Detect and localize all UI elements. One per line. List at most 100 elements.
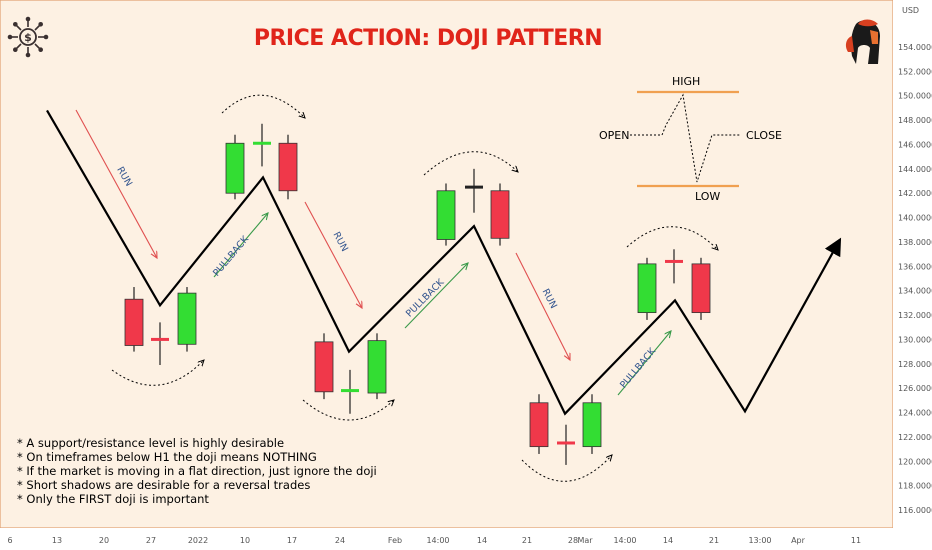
doji-group <box>436 168 510 246</box>
currency-label: USD <box>902 6 919 15</box>
x-tick-label: 6 <box>7 536 12 545</box>
dotted-arc-arrow <box>221 94 305 118</box>
y-tick-label: 152.000000 <box>898 67 932 76</box>
x-tick-label: 24 <box>335 536 345 545</box>
doji-candle <box>341 389 359 393</box>
time-axis[interactable]: 6 13 20 27 2022 10 17 24 Feb 14:00 14 21 28 Mar 14:00 1… <box>7 536 861 545</box>
y-tick-label: 120.000000 <box>898 457 932 466</box>
y-tick-label: 148.000000 <box>898 116 932 125</box>
price-path <box>46 109 842 416</box>
dotted-arc-arrow <box>302 400 394 421</box>
chart-title: PRICE ACTION: DOJI PATTERN <box>254 26 602 51</box>
y-tick-label: 154.000000 <box>898 43 932 52</box>
bear-candle <box>124 298 144 346</box>
doji-group <box>529 394 602 465</box>
bear-candle <box>314 341 334 393</box>
bull-candle <box>177 292 197 345</box>
x-tick-label: 11 <box>851 536 861 545</box>
bull-candle <box>436 190 456 240</box>
note-line: * A support/resistance level is highly d… <box>17 436 284 450</box>
y-tick-label: 150.000000 <box>898 92 932 101</box>
spartan-helmet-icon <box>845 19 880 64</box>
bull-candle <box>367 340 387 394</box>
y-tick-label: 124.000000 <box>898 409 932 418</box>
y-tick-label: 146.000000 <box>898 140 932 149</box>
y-tick-label: 138.000000 <box>898 238 932 247</box>
legend-open-label: OPEN <box>599 129 629 142</box>
price-path-line <box>46 109 842 416</box>
y-tick-label: 122.000000 <box>898 433 932 442</box>
bear-candle <box>490 190 510 239</box>
legend-close-label: CLOSE <box>746 129 782 142</box>
dotted-arcs <box>111 94 718 482</box>
pullback-arrow <box>213 213 268 278</box>
note-line: * Only the FIRST doji is important <box>17 492 209 506</box>
doji-candle <box>665 259 683 263</box>
x-tick-label: 20 <box>99 536 109 545</box>
run-arrow <box>75 109 157 258</box>
x-tick-label: 14:00 <box>613 536 636 545</box>
bull-candle <box>225 142 245 194</box>
dotted-arc-arrow <box>521 455 612 482</box>
x-tick-label: 10 <box>240 536 250 545</box>
x-tick-label: Feb <box>388 536 402 545</box>
note-line: * If the market is moving in a flat dire… <box>17 464 377 478</box>
x-tick-label: 28 <box>568 536 578 545</box>
y-tick-label: 118.000000 <box>898 482 932 491</box>
x-tick-label: 21 <box>709 536 719 545</box>
x-tick-label: 14 <box>477 536 487 545</box>
x-tick-label: 13:00 <box>748 536 771 545</box>
dotted-arc-arrow <box>423 151 518 176</box>
doji-candle <box>465 185 483 189</box>
legend-high-label: HIGH <box>672 75 700 88</box>
time-axis-background <box>0 528 893 550</box>
doji-group <box>314 333 387 414</box>
legend-low-label: LOW <box>695 190 720 203</box>
pullback-arrow <box>617 331 671 396</box>
x-tick-label: 17 <box>287 536 297 545</box>
svg-text:$: $ <box>24 31 32 44</box>
pullback-arrow <box>404 263 468 329</box>
bull-candle <box>637 263 657 314</box>
x-tick-label: 14:00 <box>426 536 449 545</box>
y-tick-label: 132.000000 <box>898 311 932 320</box>
x-tick-label: 14 <box>663 536 673 545</box>
x-tick-label: Mar <box>577 536 593 545</box>
bear-candle <box>529 402 549 448</box>
y-tick-label: 116.000000 <box>898 506 932 515</box>
bear-candle <box>278 142 298 192</box>
bull-candle <box>582 402 602 448</box>
x-tick-label: 13 <box>52 536 62 545</box>
x-tick-label: 27 <box>146 536 156 545</box>
doji-group <box>637 249 711 320</box>
y-tick-label: 128.000000 <box>898 360 932 369</box>
doji-group <box>225 123 298 200</box>
notes-block: * A support/resistance level is highly d… <box>17 436 377 506</box>
y-tick-label: 144.000000 <box>898 165 932 174</box>
dotted-arc-arrow <box>111 360 204 386</box>
doji-candle <box>151 337 169 341</box>
y-tick-label: 126.000000 <box>898 384 932 393</box>
run-arrow <box>515 252 570 360</box>
doji-structure-legend: HIGH LOW OPEN CLOSE <box>599 75 782 203</box>
doji-candle-groups <box>124 123 711 465</box>
doji-candle <box>253 141 271 145</box>
y-tick-label: 130.000000 <box>898 335 932 344</box>
y-tick-label: 142.000000 <box>898 189 932 198</box>
note-line: * Short shadows are desirable for a reve… <box>17 478 310 492</box>
note-line: * On timeframes below H1 the doji means … <box>17 450 317 464</box>
dotted-arc-arrow <box>626 226 718 250</box>
x-tick-label: 2022 <box>188 536 208 545</box>
bear-candle <box>691 263 711 314</box>
x-tick-label: 21 <box>522 536 532 545</box>
dollar-gear-icon: $ <box>7 16 49 58</box>
run-arrow <box>304 201 362 308</box>
price-axis[interactable]: 154.000000 152.000000 150.000000 148.000000… <box>898 43 932 515</box>
y-tick-label: 140.000000 <box>898 214 932 223</box>
doji-group <box>124 287 197 366</box>
doji-candle <box>557 441 575 445</box>
price-axis-background <box>893 0 932 550</box>
legend-doji-path <box>630 93 740 183</box>
